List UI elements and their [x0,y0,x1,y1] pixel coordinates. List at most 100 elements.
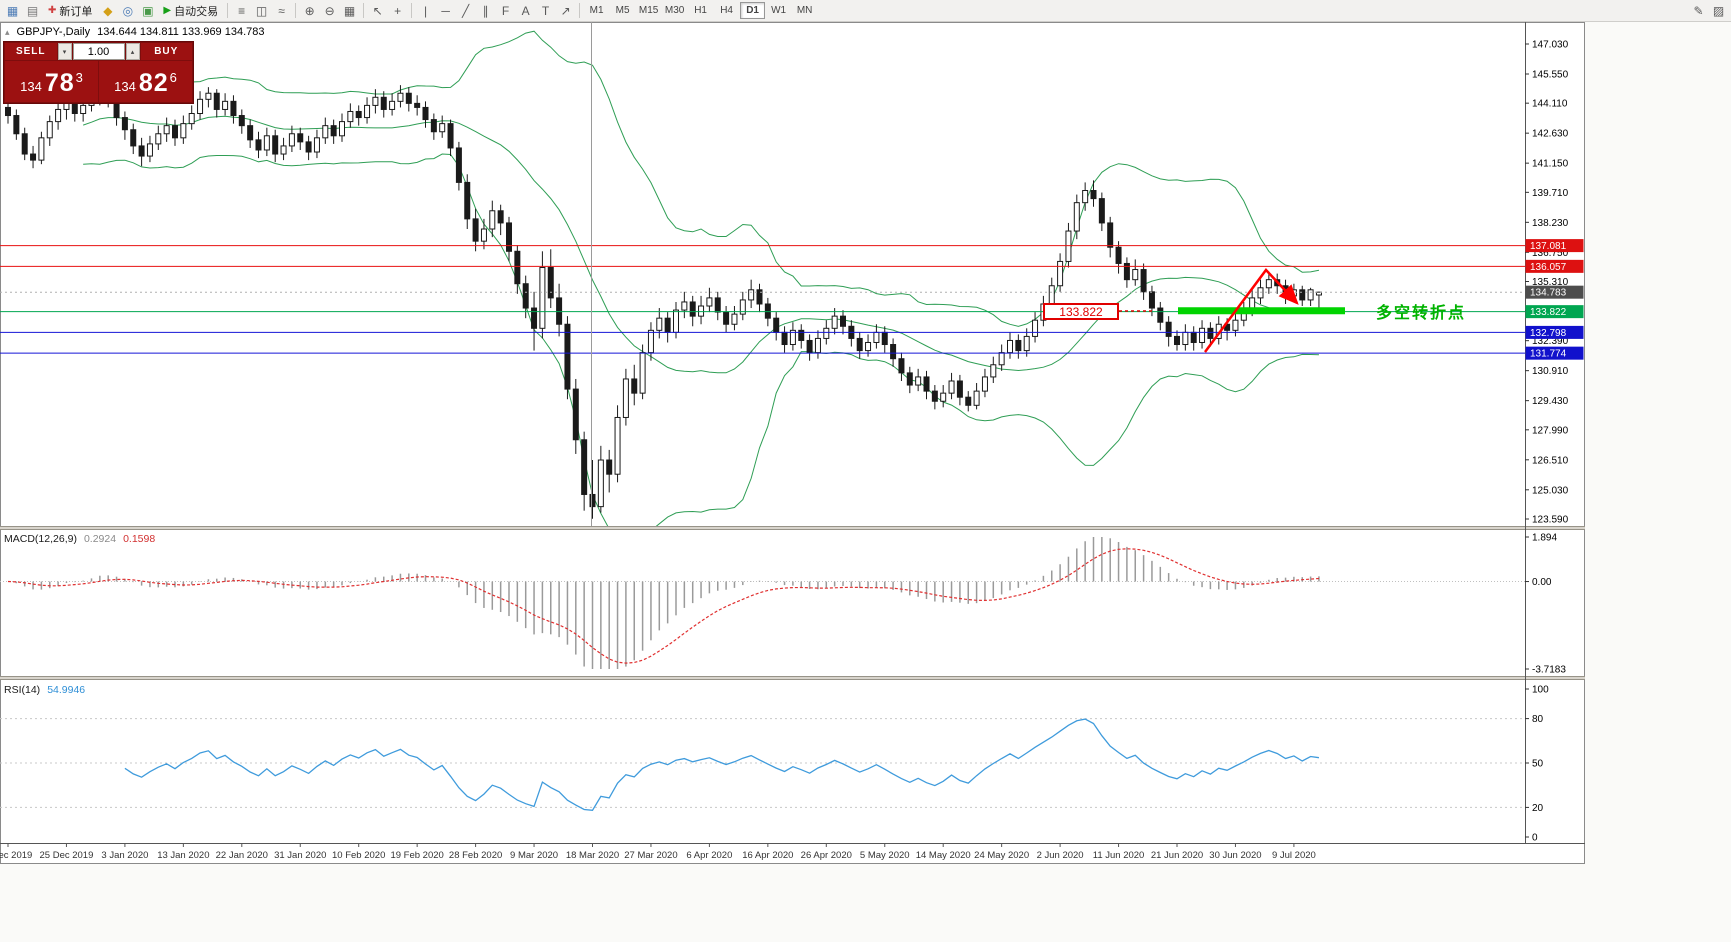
profiles-icon[interactable]: ▤ [26,3,39,18]
cursor-icon[interactable]: ↖ [372,3,383,18]
candle [347,110,354,123]
timeframe-m15-button[interactable]: M15 [638,5,659,16]
new-chart-icon[interactable]: ▦ [6,3,19,18]
zoom-out-icon[interactable]: ⊖ [324,3,335,18]
volume-input[interactable] [72,43,125,60]
time-axis-label: 18 Mar 2020 [566,850,619,861]
candle [188,113,195,125]
timeframe-m5-button[interactable]: M5 [615,5,630,16]
toolbar-separator [295,3,297,18]
timeframe-m30-button[interactable]: M30 [664,5,685,16]
candles-layer [5,75,1322,519]
price-callout-label[interactable]: 133.822 [1043,303,1119,320]
candle [698,305,705,317]
zoom-in-icon[interactable]: ⊕ [304,3,315,18]
candle [172,125,178,139]
timeframe-h4-button[interactable]: H4 [720,5,733,16]
candle [280,145,287,155]
candle [589,493,596,508]
candle [480,228,487,242]
candle [272,135,279,155]
candle [130,129,137,147]
fibonacci-icon[interactable]: F [501,3,510,18]
bar-chart-icon[interactable]: ≡ [238,3,246,18]
trendline-icon[interactable]: ╱ [461,3,470,18]
candle [422,106,429,121]
candle [1265,279,1272,289]
timeframe-h1-button[interactable]: H1 [694,5,707,16]
volume-decrease-button[interactable]: ▾ [57,43,72,60]
candle [1023,335,1030,352]
candle [739,299,746,315]
candlestick-chart-icon[interactable]: ◫ [255,3,268,18]
arrow-tool-icon[interactable]: ↗ [560,3,571,18]
time-axis-label: 5 Dec 2019 [0,850,32,861]
candle [1140,269,1147,293]
one-click-top-row: SELL ▾ ▴ BUY [5,43,192,60]
timeframe-m1-button[interactable]: M1 [589,5,604,16]
rsi-indicator-name: RSI(14) [4,684,41,696]
candle [497,210,504,224]
horizontal-line-icon[interactable]: ─ [441,3,450,18]
candle [873,331,880,343]
buy-label[interactable]: BUY [140,43,192,60]
price-badge-132.798: 132.798 [1525,325,1584,339]
sell-label[interactable]: SELL [5,43,57,60]
crosshair-icon[interactable]: + [394,3,402,18]
sell-button[interactable]: 134 78 3 [5,61,98,102]
time-axis[interactable]: 5 Dec 2019 25 Dec 2019 3 Jan 2020 13 Jan 20… [0,843,1316,861]
terminal-icon[interactable]: ▣ [142,3,154,18]
candle [656,317,663,331]
buy-button[interactable]: 134 82 6 [99,61,192,102]
volume-increase-button[interactable]: ▴ [125,43,140,60]
candle [138,145,145,157]
candle [1082,190,1089,204]
candle [881,331,888,346]
candle [213,92,220,110]
pattern-icon[interactable]: ▨ [1712,3,1725,18]
price-axis-label: 132.390 [1532,336,1569,347]
candle [631,378,638,394]
data-window-icon[interactable]: ◎ [122,3,134,18]
rsi-value: 54.9946 [47,684,86,696]
time-axis-label: 25 Dec 2019 [40,850,94,861]
candle [831,315,838,329]
label-tool-icon[interactable]: T [541,3,550,18]
text-tool-icon[interactable]: A [521,3,530,18]
candle [5,106,11,117]
candle [397,92,404,102]
panel-separator[interactable] [0,676,1585,680]
toolbar-separator [411,3,413,18]
panel-separator[interactable] [0,526,1585,530]
candle [13,115,20,135]
timeframe-mn-button[interactable]: MN [796,5,813,16]
tile-windows-icon[interactable]: ▦ [343,3,356,18]
macd-signal-line [7,548,1319,664]
macd-axis-label: 1.894 [1532,533,1557,544]
chart-plot-area[interactable] [0,22,1585,864]
mql5-icon[interactable]: ◆ [103,3,113,18]
turning-point-label[interactable]: 多空转折点 [1376,305,1467,322]
time-axis-label: 31 Jan 2020 [274,850,326,861]
vertical-line-icon[interactable]: | [424,3,428,18]
candle [447,123,454,149]
timeframe-w1-button[interactable]: W1 [771,5,787,16]
new-order-button[interactable]: ✚ 新订单 [43,2,97,20]
one-click-collapse-icon[interactable]: ▴ [5,26,10,37]
zigzag-arrow[interactable] [1203,268,1299,353]
timeframe-d1-button[interactable]: D1 [740,2,766,19]
candle [798,329,805,341]
rsi-axis-label: 100 [1532,685,1549,696]
macd-axis-label: -3.7183 [1532,665,1566,676]
svg-text:133.822: 133.822 [1530,307,1567,318]
channel-icon[interactable]: ∥ [482,3,489,18]
candle [288,133,295,147]
candle [1190,331,1197,343]
line-chart-icon[interactable]: ≈ [278,3,285,18]
price-axis-label: 126.510 [1532,455,1569,466]
candle [572,388,579,441]
pencil-icon[interactable]: ✎ [1693,3,1704,18]
price-axis-label: 123.590 [1532,514,1569,525]
autotrading-button[interactable]: ▶ 自动交易 [158,2,223,20]
